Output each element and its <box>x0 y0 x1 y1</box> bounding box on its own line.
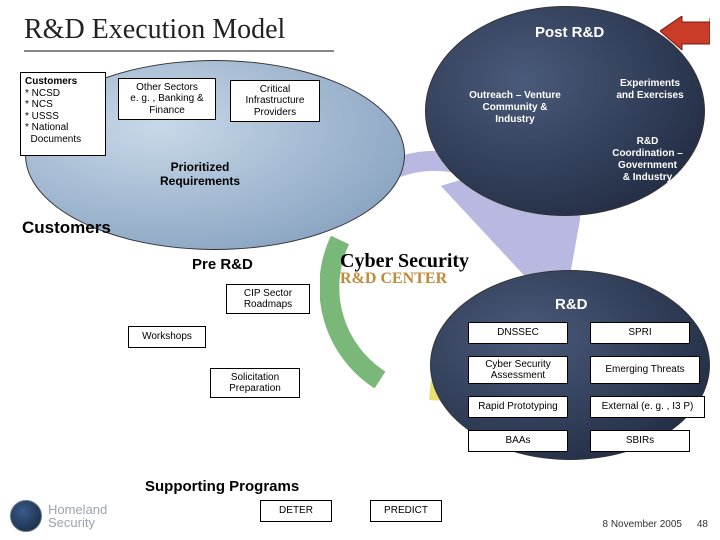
label-pre-rd: Pre R&D <box>192 256 253 273</box>
text-coordination: R&D Coordination – Government & Industry <box>600 136 695 184</box>
footer-logo: Homeland Security <box>10 500 107 532</box>
box-emerging-threats: Emerging Threats <box>590 356 700 384</box>
footer-date: 8 November 2005 <box>603 519 683 530</box>
box-deter: DETER <box>260 500 332 522</box>
red-arrow-icon <box>660 16 710 50</box>
footer-page-number: 48 <box>697 519 708 530</box>
customers-list-items: * NCSD * NCS * USSS * National Documents <box>25 88 81 146</box>
label-prioritized-req: Prioritized Requirements <box>160 160 240 188</box>
box-dnssec: DNSSEC <box>468 322 568 344</box>
box-external: External (e. g. , I3 P) <box>590 396 705 418</box>
box-workshops: Workshops <box>128 326 206 348</box>
footer-org-line2: Security <box>48 515 107 530</box>
customers-list-title: Customers <box>25 76 77 88</box>
label-customers: Customers <box>22 218 111 238</box>
box-customers-list: Customers * NCSD * NCS * USSS * National… <box>20 72 106 156</box>
box-rapid-prototyping: Rapid Prototyping <box>468 396 568 418</box>
box-spri: SPRI <box>590 322 690 344</box>
box-critical-infra: Critical Infrastructure Providers <box>230 80 320 122</box>
page-title: R&D Execution Model <box>24 14 285 46</box>
box-sbirs: SBIRs <box>590 430 690 452</box>
label-rd: R&D <box>555 296 588 313</box>
box-solicitation: Solicitation Preparation <box>210 368 300 398</box>
cyber-security-logo: Cyber Security R&D CENTER <box>340 250 469 288</box>
text-outreach: Outreach – Venture Community & Industry <box>455 90 575 126</box>
label-post-rd: Post R&D <box>535 24 604 41</box>
label-supporting-programs: Supporting Programs <box>145 478 299 495</box>
dhs-seal-icon <box>10 500 42 532</box>
box-predict: PREDICT <box>370 500 442 522</box>
box-baas: BAAs <box>468 430 568 452</box>
box-other-sectors: Other Sectors e. g. , Banking & Finance <box>118 78 216 120</box>
text-experiments: Experiments and Exercises <box>610 78 690 102</box>
title-underline <box>24 50 334 52</box>
box-cip-roadmaps: CIP Sector Roadmaps <box>226 284 310 314</box>
box-cyber-assessment: Cyber Security Assessment <box>468 356 568 384</box>
